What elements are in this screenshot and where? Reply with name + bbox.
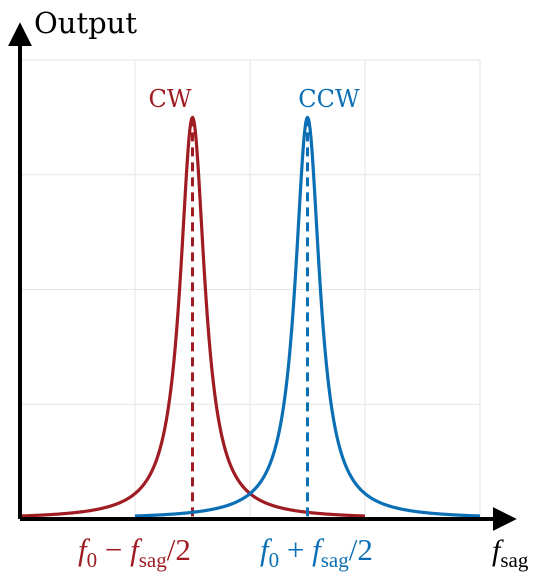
cw-tick-f: f (130, 532, 139, 567)
ccw-tick-f: f (312, 532, 321, 567)
cw-tick-op: − (97, 532, 131, 567)
axes (7, 22, 517, 531)
cw-tick-tail: /2 (166, 532, 191, 567)
series-label-cw: CW (148, 85, 191, 113)
ccw-tick-sub-sag: sag (320, 548, 349, 573)
cw-tick-label: f0 − fsag/2 (78, 532, 191, 573)
y-axis-label: Output (34, 6, 137, 40)
cw-tick-f0: f (78, 532, 87, 567)
series-label-ccw: CCW (298, 85, 360, 113)
x-axis-label-sub: sag (500, 548, 529, 572)
curves (19, 115, 481, 519)
x-axis-label: fsag (492, 534, 528, 573)
x-axis-label-f: f (492, 534, 501, 567)
ccw-tick-label: f0 + fsag/2 (260, 532, 373, 573)
ccw-tick-f0: f (260, 532, 269, 567)
ccw-tick-tail: /2 (348, 532, 373, 567)
cw-tick-sub0: 0 (86, 548, 98, 573)
ccw-tick-op: + (279, 532, 313, 567)
cw-tick-sub-sag: sag (138, 548, 167, 573)
grid (20, 59, 481, 519)
ccw-tick-sub0: 0 (268, 548, 280, 573)
